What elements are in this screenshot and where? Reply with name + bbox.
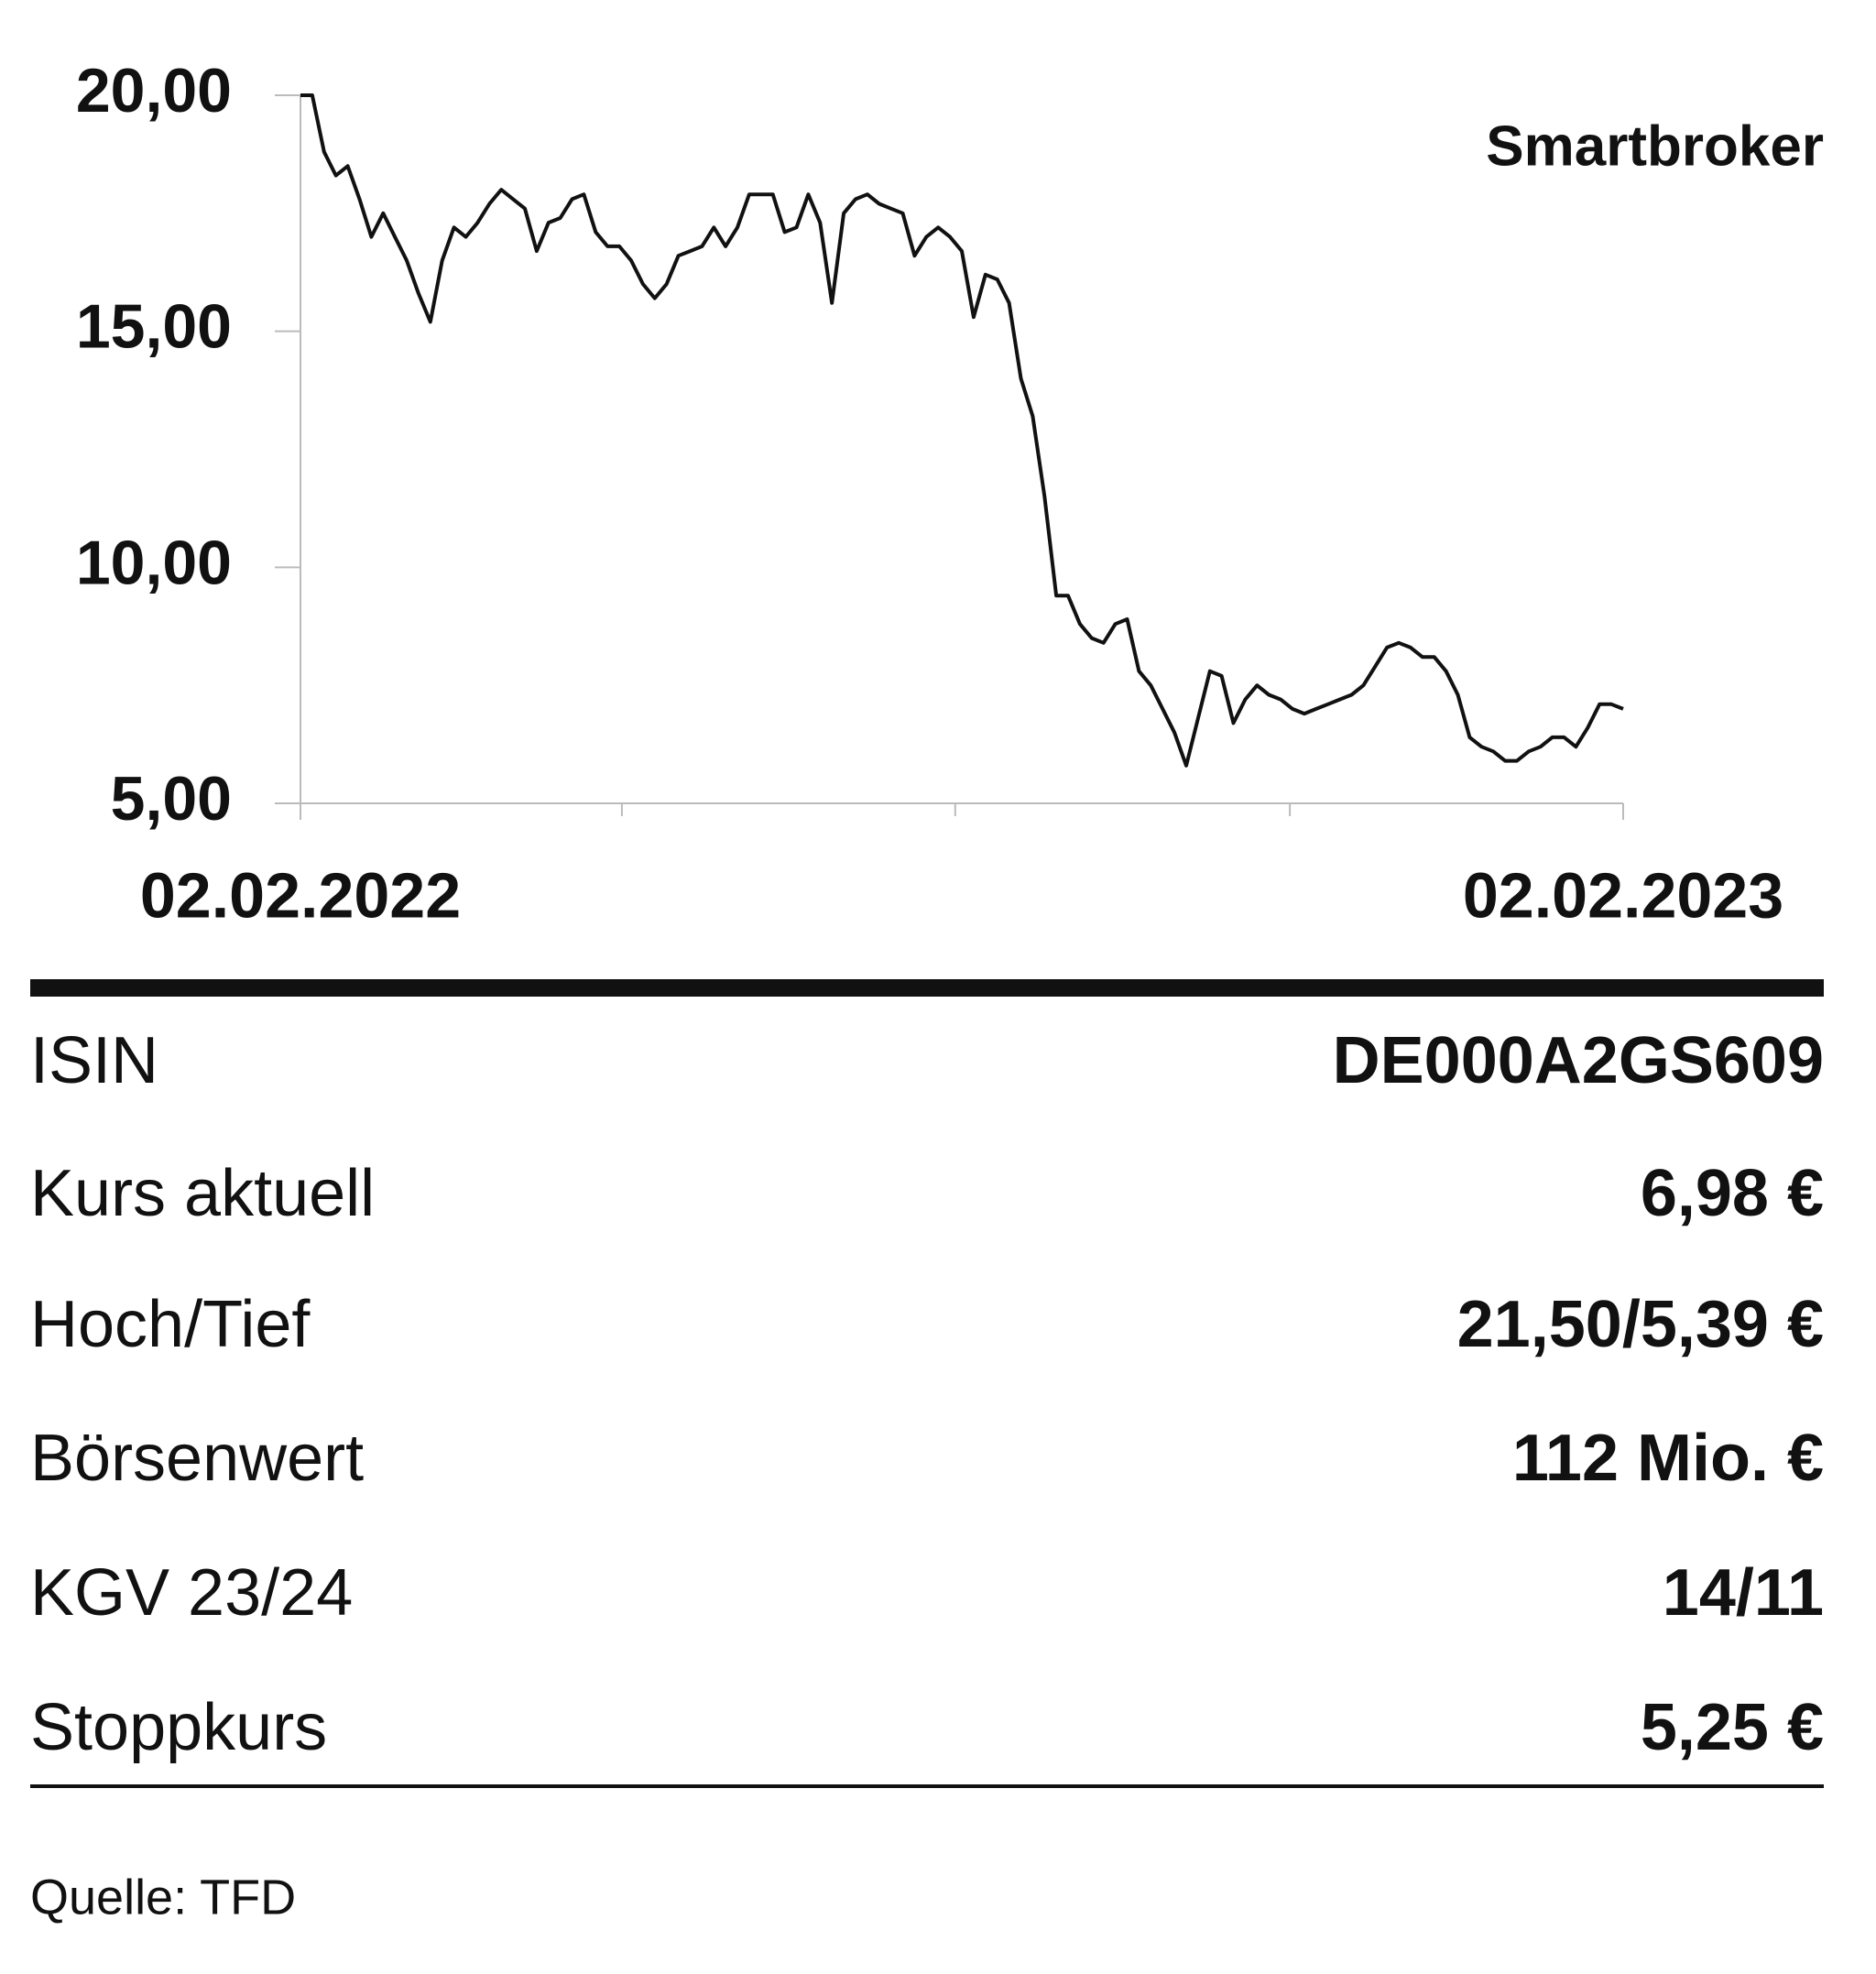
row-value: 112 Mio. € (1512, 1422, 1824, 1495)
bottom-rule (30, 1784, 1824, 1788)
row-value: 5,25 € (1641, 1691, 1824, 1764)
row-label: Hoch/Tief (30, 1288, 311, 1361)
row-label: Kurs aktuell (30, 1157, 375, 1230)
row-label: Börsenwert (30, 1422, 364, 1495)
price-line (300, 93, 1624, 768)
row-label: Stoppkurs (30, 1691, 327, 1764)
y-tick-label: 10,00 (76, 528, 232, 597)
row-value: 14/11 (1663, 1556, 1824, 1630)
y-tick-label: 20,00 (76, 56, 232, 125)
thick-rule (30, 979, 1824, 997)
x-tick-label: 02.02.2023 (1463, 859, 1783, 931)
row-value: DE000A2GS609 (1333, 1024, 1824, 1097)
y-tick-label: 5,00 (111, 764, 232, 834)
row-value: 21,50/5,39 € (1457, 1288, 1824, 1361)
row-value: 6,98 € (1641, 1157, 1824, 1230)
source: Quelle: TFD (30, 1870, 296, 1925)
y-tick-label: 15,00 (76, 292, 232, 362)
row-label: KGV 23/24 (30, 1556, 353, 1630)
x-tick-label: 02.02.2022 (140, 859, 461, 931)
chart-title: Smartbroker (1486, 115, 1824, 178)
row-label: ISIN (30, 1024, 158, 1097)
